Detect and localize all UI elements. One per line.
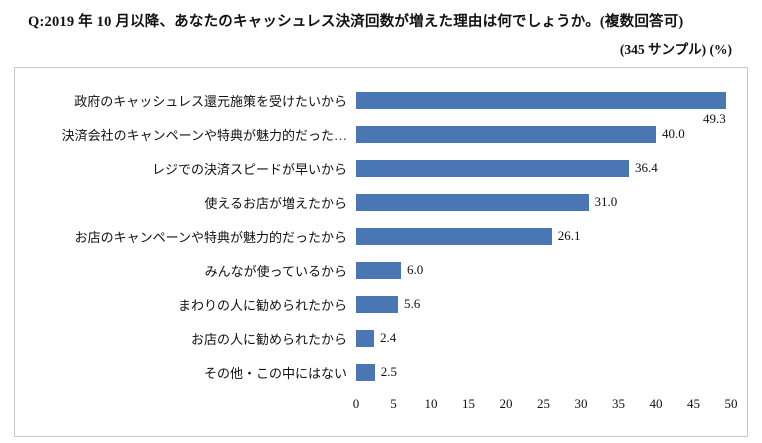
bar-row: まわりの人に勧められたから 5.6 [15,287,747,321]
bar-row: レジでの決済スピードが早いから 36.4 [15,151,747,185]
category-label: お店のキャンペーンや特典が魅力的だったから [74,229,347,245]
category-label: レジでの決済スピードが早いから [151,161,347,177]
bar-row: 決済会社のキャンペーンや特典が魅力的だった… 40.0 [15,117,747,151]
x-axis-tick: 0 [352,396,360,411]
value-label: 5.6 [404,296,421,311]
bar [356,261,401,279]
bar-track: 49.3 [356,91,731,126]
category-label: 使えるお店が増えたから [204,195,347,211]
bar-rows: 政府のキャッシュレス還元施策を受けたいから 49.3 決済会社のキャンペーンや特典が… [15,83,747,389]
bar [356,329,374,347]
bar-chart: 政府のキャッシュレス還元施策を受けたいから 49.3 決済会社のキャンペーンや特典が… [14,67,748,437]
x-axis-tick: 15 [462,396,475,411]
category-label: その他・この中にはない [203,365,347,381]
category-label: お店の人に勧められたから [190,331,347,347]
value-label: 49.3 [703,110,726,126]
bar-track: 2.5 [356,363,731,381]
x-axis-tick: 25 [537,396,550,411]
value-label: 6.0 [407,262,424,277]
category-label: みんなが使っているから [204,263,347,279]
x-axis: 0 5 10 15 20 25 30 35 40 45 50 [352,396,738,416]
x-axis-tick: 45 [687,396,700,411]
bar-row: お店の人に勧められたから 2.4 [15,321,747,355]
x-axis-tick: 40 [649,396,663,411]
bar [356,125,656,143]
bar [356,91,726,109]
bar [356,227,552,245]
bar-track: 36.4 [356,159,731,177]
bar-track: 6.0 [356,261,731,279]
bar-track: 40.0 [356,125,731,143]
x-axis-tick: 10 [424,396,438,411]
bar-track: 2.4 [356,329,731,347]
value-label: 40.0 [662,126,685,141]
bar [356,295,398,313]
category-label: まわりの人に勧められたから [177,297,347,313]
bar-row: お店のキャンペーンや特典が魅力的だったから 26.1 [15,219,747,253]
value-label: 26.1 [557,228,581,243]
bar-row: みんなが使っているから 6.0 [15,253,747,287]
x-axis-tick: 20 [499,396,513,411]
bar-row: その他・この中にはない 2.5 [15,355,747,389]
value-label: 2.4 [380,330,397,345]
bar-track: 31.0 [356,193,731,211]
bar [356,363,375,381]
category-label: 政府のキャッシュレス還元施策を受けたいから [74,93,347,109]
bar-track: 5.6 [356,295,731,313]
x-axis-tick: 50 [724,396,738,411]
bar-row: 使えるお店が増えたから 31.0 [15,185,747,219]
sample-size-and-unit-label: (345 サンプル) (%) [619,42,732,57]
bar-row: 政府のキャッシュレス還元施策を受けたいから 49.3 [15,83,747,126]
bar [356,193,589,211]
bar [356,159,629,177]
x-axis-tick: 35 [612,396,625,411]
value-label: 36.4 [635,160,658,175]
x-axis-tick: 5 [390,396,397,411]
question-title: Q:2019 年 10 月以降、あなたのキャッシュレス決済回数が増えた理由は何で… [28,14,684,30]
bar-track: 26.1 [356,227,731,245]
value-label: 31.0 [594,194,618,209]
x-axis-tick: 30 [574,396,588,411]
category-label: 決済会社のキャンペーンや特典が魅力的だった… [61,127,347,143]
value-label: 2.5 [380,364,397,379]
